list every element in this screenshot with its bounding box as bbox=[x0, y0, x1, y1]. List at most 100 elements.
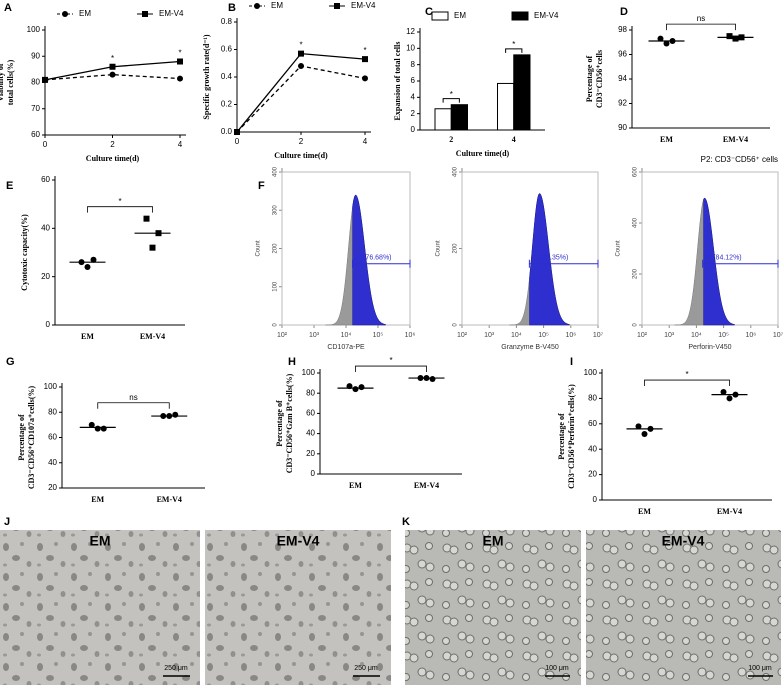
significance: * bbox=[450, 90, 453, 99]
marker bbox=[417, 375, 424, 382]
y-axis-label: Viability of bbox=[0, 63, 5, 101]
marker bbox=[720, 389, 727, 396]
marker bbox=[334, 3, 340, 9]
x-tick-label: EM-V4 bbox=[723, 135, 748, 144]
x-tick-label: EM bbox=[349, 481, 362, 490]
y-axis-label: Specific growth rate(d⁻¹) bbox=[202, 34, 211, 119]
y-tick-label: 60 bbox=[31, 130, 40, 139]
x-tick-label: EM bbox=[638, 507, 651, 516]
marker bbox=[641, 430, 648, 437]
bracket bbox=[87, 206, 153, 213]
x-tick-label: 0 bbox=[43, 140, 48, 149]
histogram-gated bbox=[529, 193, 570, 326]
marker bbox=[352, 386, 359, 393]
y-tick-label: 0 bbox=[311, 469, 316, 478]
panel-j: J EM EM-V4 250 μm 250 μm bbox=[0, 516, 391, 685]
x-tick-label: 10³ bbox=[664, 332, 675, 339]
marker bbox=[726, 33, 733, 40]
y-tick-label: 98 bbox=[618, 25, 627, 34]
legend-label: EM-V4 bbox=[351, 1, 376, 10]
gate-label: P2(76.68%) bbox=[355, 255, 392, 262]
x-tick-label: EM bbox=[81, 332, 94, 341]
marker bbox=[234, 129, 240, 135]
y-tick-label: 100 bbox=[44, 382, 58, 391]
marker bbox=[298, 50, 304, 57]
panel-letter: E bbox=[6, 180, 13, 192]
marker bbox=[429, 376, 436, 383]
significance: ns bbox=[697, 14, 705, 23]
x-tick-label: EM-V4 bbox=[140, 332, 165, 341]
legend-label: EM bbox=[454, 11, 466, 20]
marker bbox=[42, 76, 48, 83]
marker bbox=[172, 411, 179, 418]
significance: * bbox=[299, 41, 302, 50]
gate bbox=[352, 259, 411, 268]
x-tick-label: 10⁷ bbox=[773, 332, 784, 339]
y-tick-label: 60 bbox=[48, 433, 57, 442]
marker bbox=[635, 423, 642, 430]
y-tick-label: 100 bbox=[27, 25, 41, 34]
y-tick-label: 40 bbox=[588, 444, 597, 453]
x-tick-label: 10⁷ bbox=[593, 332, 604, 339]
x-tick-label: EM-V4 bbox=[717, 507, 742, 516]
y-tick-label: 100 bbox=[273, 281, 279, 292]
marker bbox=[254, 3, 260, 9]
x-tick-label: EM-V4 bbox=[414, 481, 439, 490]
y-axis-label: Count bbox=[256, 240, 262, 256]
significance: * bbox=[363, 46, 366, 55]
marker bbox=[78, 259, 85, 266]
panel-letter: B bbox=[228, 2, 236, 14]
series-line bbox=[44, 73, 181, 81]
y-tick-label: 80 bbox=[31, 78, 40, 87]
panel-letter: F bbox=[258, 180, 265, 192]
y-tick-label: 0 bbox=[411, 125, 416, 134]
marker bbox=[657, 35, 664, 42]
y-tick-label: 10 bbox=[406, 43, 415, 52]
y-tick-label: 2 bbox=[411, 109, 416, 118]
histogram-gated bbox=[703, 197, 735, 326]
marker bbox=[177, 75, 183, 82]
y-tick-label: 20 bbox=[48, 483, 57, 492]
x-tick-label: 4 bbox=[512, 135, 516, 144]
x-tick-label: 10⁴ bbox=[341, 332, 352, 339]
marker bbox=[143, 215, 150, 222]
panel-letter: I bbox=[570, 356, 573, 368]
y-tick-label: 60 bbox=[588, 419, 597, 428]
y-tick-label: 400 bbox=[633, 217, 639, 228]
marker bbox=[109, 71, 116, 78]
x-tick-label: 10⁶ bbox=[565, 332, 576, 339]
y-tick-label: 4 bbox=[411, 92, 416, 101]
y-axis-label: CD3⁻CD56⁺Perforin⁺cells(%) bbox=[567, 384, 576, 489]
marker bbox=[423, 375, 430, 382]
panel-letter: G bbox=[6, 356, 15, 368]
y-tick-label: 0 bbox=[273, 323, 279, 327]
x-tick-label: 10⁶ bbox=[745, 332, 756, 339]
marker bbox=[177, 58, 183, 65]
marker bbox=[738, 34, 745, 41]
x-axis-label: Granzyme B-V450 bbox=[501, 344, 559, 351]
x-tick-label: EM-V4 bbox=[157, 495, 182, 504]
bracket bbox=[505, 48, 523, 53]
marker bbox=[166, 413, 173, 420]
y-axis-label: CD3⁻CD56⁺cells bbox=[595, 50, 604, 108]
marker bbox=[62, 11, 68, 17]
y-tick-label: 0 bbox=[453, 323, 459, 327]
y-tick-label: 100 bbox=[302, 368, 316, 377]
y-axis-label: total cells(%) bbox=[6, 59, 15, 105]
y-tick-label: 200 bbox=[273, 243, 279, 254]
y-tick-label: 96 bbox=[618, 50, 627, 59]
y-tick-label: 40 bbox=[306, 429, 315, 438]
x-tick-label: 0 bbox=[235, 137, 240, 146]
x-tick-label: EM bbox=[91, 495, 104, 504]
gate-label: P2(84.12%) bbox=[705, 255, 742, 262]
y-tick-label: 8 bbox=[411, 60, 416, 69]
y-tick-label: 200 bbox=[633, 268, 639, 279]
bar bbox=[497, 82, 515, 131]
significance: * bbox=[111, 54, 114, 63]
significance: * bbox=[178, 49, 181, 58]
y-tick-label: 20 bbox=[588, 470, 597, 479]
y-tick-label: 80 bbox=[306, 388, 315, 397]
note: P2: CD3⁻CD56⁺ cells bbox=[701, 155, 778, 164]
y-tick-label: 40 bbox=[48, 458, 57, 467]
